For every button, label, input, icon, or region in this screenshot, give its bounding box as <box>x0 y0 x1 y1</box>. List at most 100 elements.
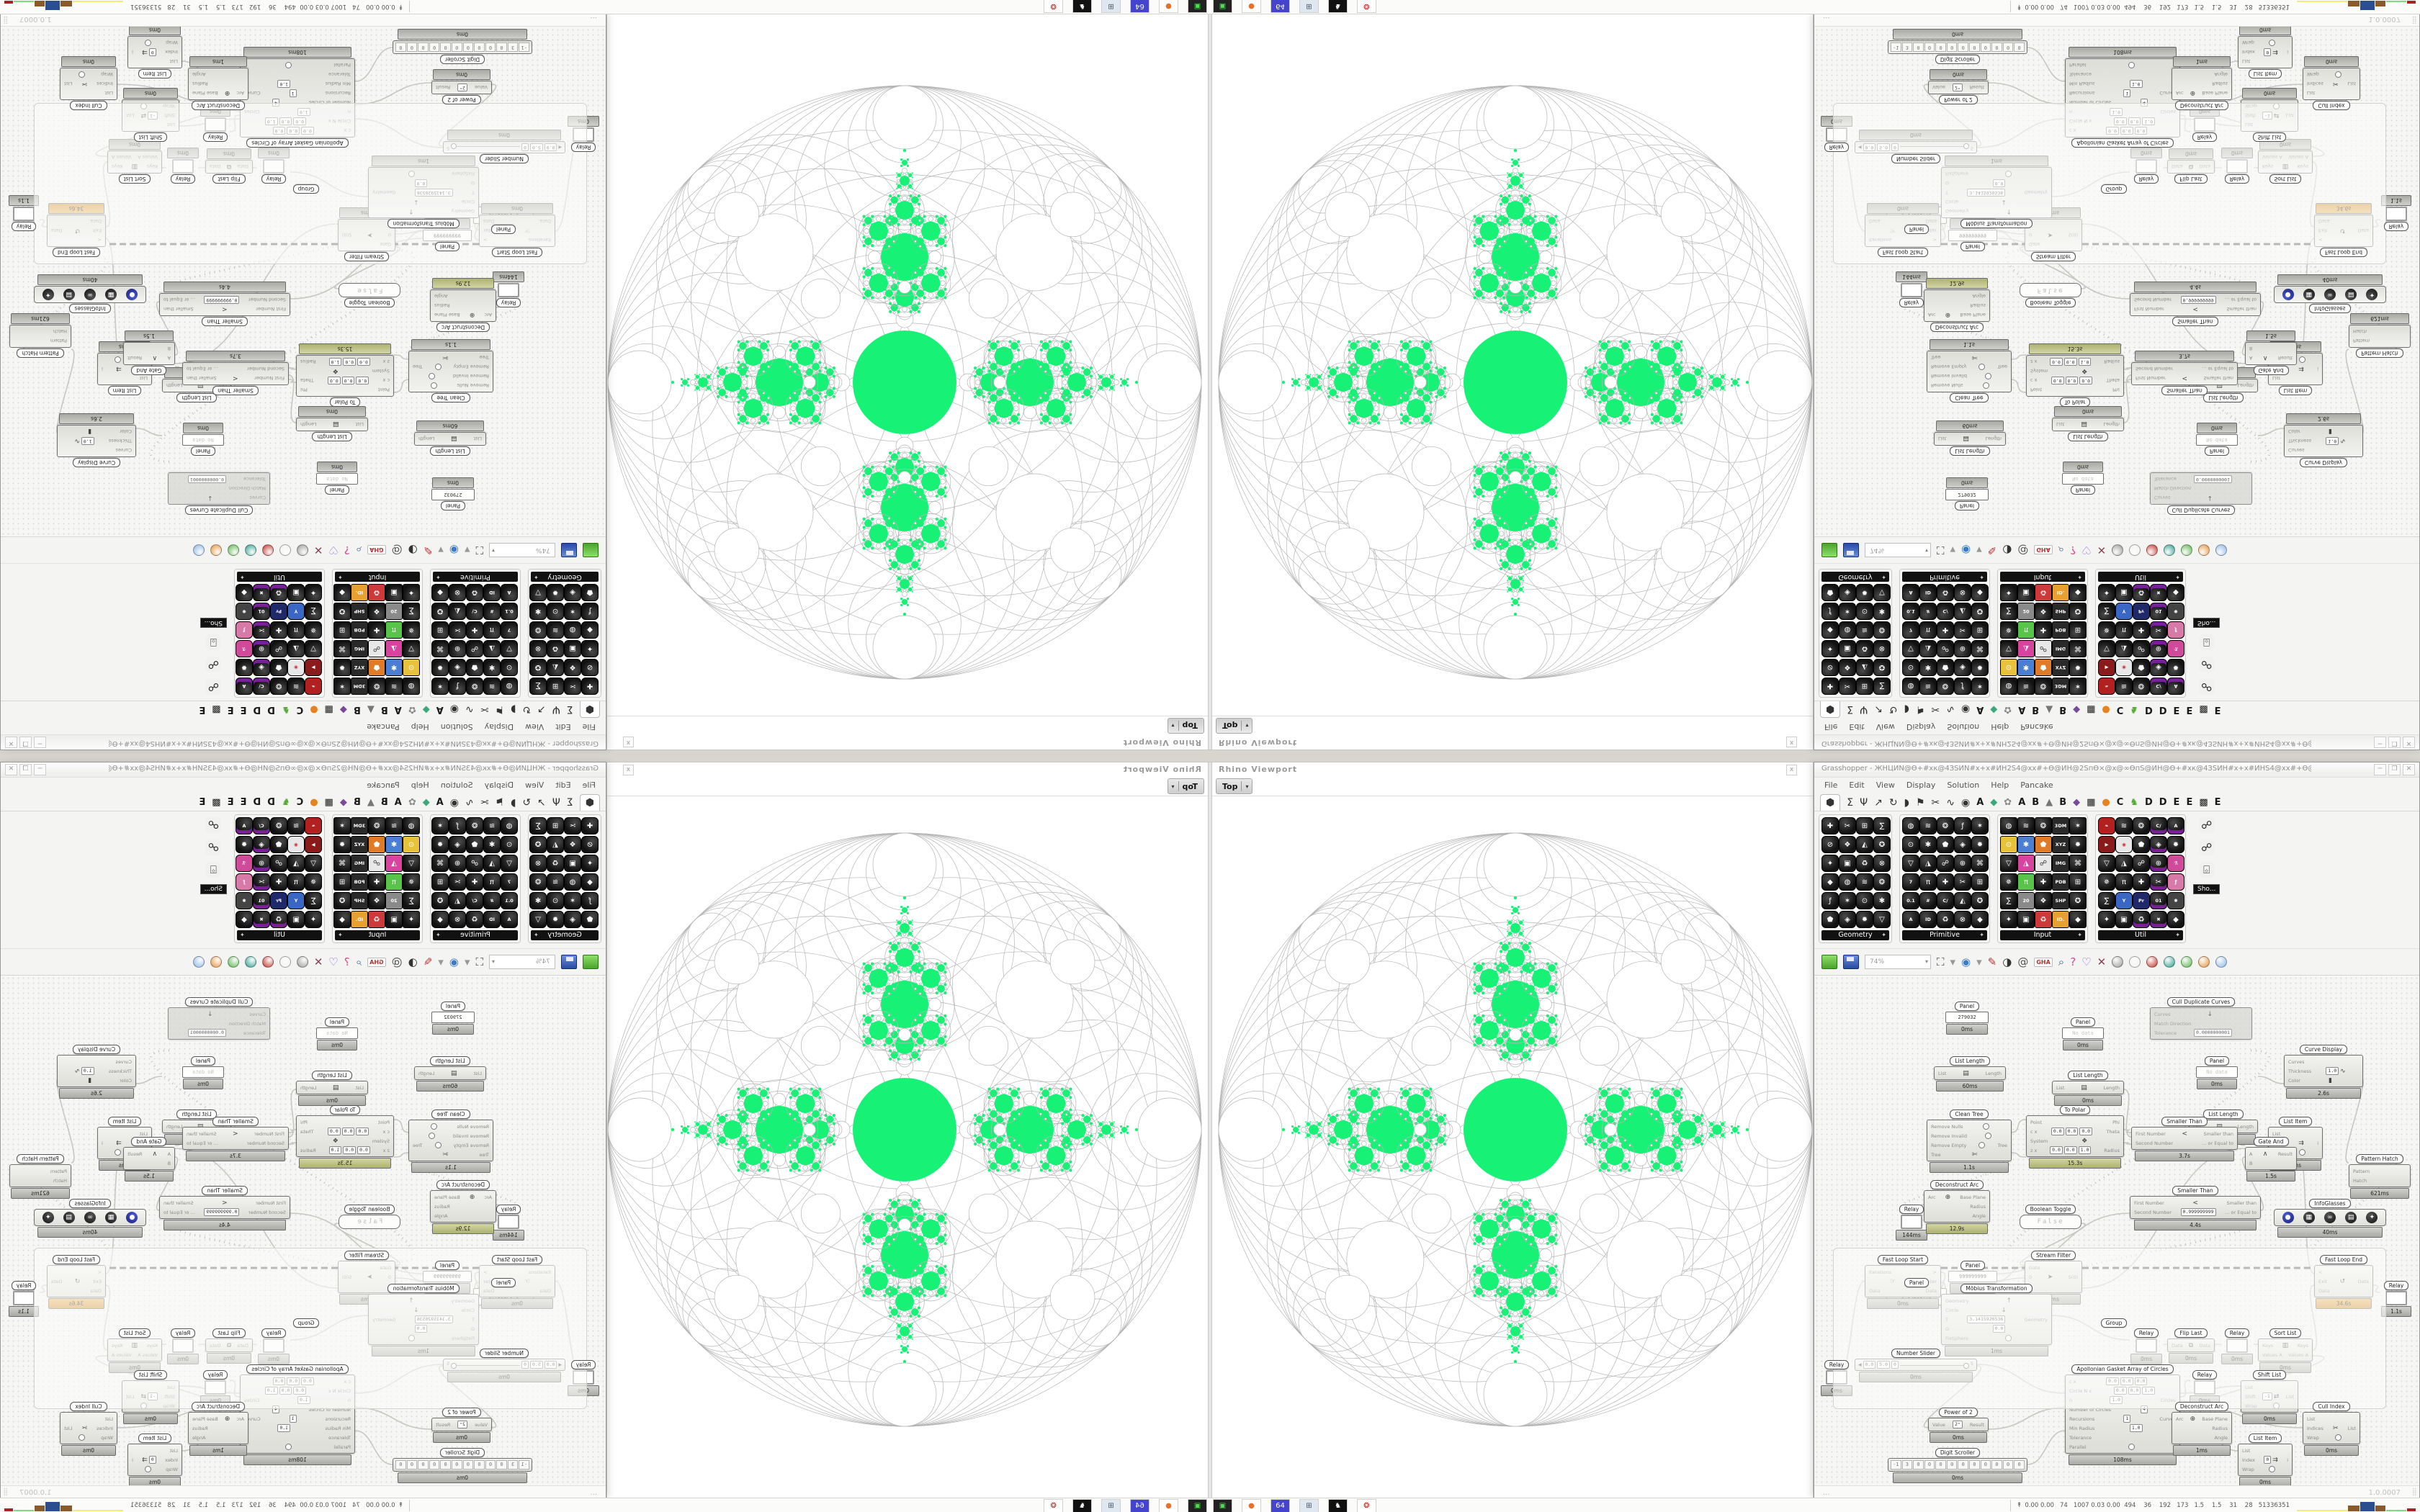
palette-icon[interactable]: ◍ <box>1839 873 1856 891</box>
tab-icon-4[interactable]: ↻ <box>522 797 532 809</box>
palette-icon[interactable]: ✂ <box>449 621 466 639</box>
digit-scroller-control[interactable]: -1 3 0 0 0 0 0 0 0 0 0 0 <box>393 1458 532 1472</box>
palette-icon[interactable]: ƒ <box>581 603 599 620</box>
taskbar-app-floppy-64[interactable]: 64 <box>1130 0 1150 13</box>
palette-icon[interactable]: ☍ <box>2035 640 2052 657</box>
taskbar-app-red-badge[interactable]: ❂ <box>1357 1499 1376 1512</box>
palette-icon[interactable]: ▽ <box>501 640 518 657</box>
palette-icon[interactable]: ✂ <box>564 817 581 834</box>
palette-icon[interactable]: ⬟ <box>466 659 483 676</box>
palette-icon[interactable]: C/ <box>1937 892 1954 909</box>
palette-icon[interactable]: ❖ <box>368 892 385 909</box>
group-box[interactable] <box>34 103 587 264</box>
tab-icon-9[interactable]: ◉ <box>1961 703 1971 715</box>
maximize-button[interactable]: ❒ <box>2388 764 2401 775</box>
gh-node-cull-duplicate-curves[interactable]: Cull Duplicate Curves Curves ↓ Match Direct… <box>168 472 270 515</box>
tab-plugin-14[interactable]: E <box>2173 797 2180 808</box>
tab-icon-9[interactable]: ◉ <box>449 703 459 715</box>
palette-icon[interactable]: ◮ <box>2017 640 2035 657</box>
palette-icon[interactable]: ◈ <box>2150 659 2167 676</box>
palette-icon[interactable]: ✹ <box>547 911 564 928</box>
tab-plugin-11[interactable]: ♞ <box>282 797 290 808</box>
menu-pancake[interactable]: Pancake <box>2020 780 2053 790</box>
gh-node-relay-144[interactable]: Relay 144ms <box>492 1205 525 1241</box>
palette-icon[interactable]: 20 <box>2017 603 2035 620</box>
palette-icon[interactable]: ⊕ <box>253 855 270 872</box>
tab-icon-7[interactable]: ✂ <box>480 703 489 715</box>
gh-node-clean-tree[interactable]: Clean Tree Remove Nulls Remove Invalid Remo… <box>1927 339 2012 402</box>
palette-icon[interactable]: ☍ <box>1937 640 1954 657</box>
palette-icon[interactable]: C/ <box>2150 678 2167 695</box>
toolbar-icon-b1[interactable]: ? <box>344 955 350 968</box>
palette-icon[interactable]: ✚ <box>1937 621 1954 639</box>
palette-icon[interactable]: π <box>483 621 501 639</box>
palette-icon[interactable]: ∑ <box>305 892 322 909</box>
infoglasses-icon-3[interactable]: ▤ <box>63 289 75 300</box>
gh-node-relay-144[interactable]: Relay 144ms <box>492 271 525 307</box>
palette-icon[interactable]: ≋ <box>1919 678 1937 695</box>
palette-icon[interactable]: ▣ <box>2017 911 2035 928</box>
toolbar-icon-0[interactable]: ⛶ <box>1937 544 1945 557</box>
palette-icon[interactable]: A <box>236 678 253 695</box>
palette-icon[interactable]: 7 <box>501 621 518 639</box>
palette-group-label[interactable]: Geometry ✦ <box>1821 930 1889 940</box>
palette-group-label[interactable]: Input ✦ <box>335 572 420 582</box>
gh-node-pattern-hatch[interactable]: Pattern Hatch Pattern Hatch 621ms <box>9 1154 71 1199</box>
tab-plugin-17[interactable]: E <box>2214 704 2221 715</box>
palette-icon[interactable]: PDB <box>351 621 368 639</box>
tab-plugin-5[interactable]: ▲ <box>367 797 375 808</box>
palette-icon[interactable]: ☍ <box>368 855 385 872</box>
palette-icon[interactable]: ⊕ <box>449 855 466 872</box>
palette-icon[interactable]: ∑ <box>403 603 420 620</box>
palette-icon[interactable]: ◍ <box>501 678 518 695</box>
palette-icon[interactable]: ◍ <box>501 817 518 834</box>
palette-icon[interactable]: ✱ <box>1919 659 1937 676</box>
palette-icon[interactable]: ✵ <box>2098 621 2115 639</box>
palette-icon[interactable]: IMG <box>351 855 368 872</box>
tab-plugin-11[interactable]: ♞ <box>2130 704 2138 715</box>
palette-icon[interactable]: 7 <box>1902 873 1919 891</box>
gh-node-group-label[interactable]: Group <box>292 1318 321 1328</box>
save-file-icon[interactable] <box>561 543 577 557</box>
tab-icon-1[interactable]: Σ <box>566 703 573 715</box>
gh-node-info-glasses[interactable]: InfoGlasses ● ▦ ∞ ▤ ✦ 40ms <box>2274 1199 2386 1238</box>
toolbar-icon-4[interactable]: ✎ <box>423 544 433 557</box>
palette-icon[interactable]: ◭ <box>547 836 564 853</box>
palette-icon[interactable]: ⚗ <box>2167 640 2184 657</box>
tab-icon-6[interactable]: ⚑ <box>1915 797 1925 809</box>
tab-icon-2[interactable]: Ψ <box>1860 703 1868 715</box>
tab-icon-6[interactable]: ⚑ <box>495 797 505 809</box>
palette-icon[interactable]: ✚ <box>2133 873 2150 891</box>
palette-icon[interactable]: ID <box>483 911 501 928</box>
display-mode-icon-3[interactable] <box>244 956 256 968</box>
gh-node-boolean-toggle[interactable]: Boolean Toggle False <box>339 283 400 307</box>
palette-icon[interactable]: ▽ <box>1873 584 1891 601</box>
gh-node-deconstruct-arc-2[interactable]: Deconstruct Arc Arc ⊕ Base Plane Radius Angle… <box>2172 56 2232 110</box>
palette-icon[interactable]: ≋ <box>2017 817 2035 834</box>
palette-icon[interactable]: ✺ <box>2167 603 2184 620</box>
palette-icon[interactable]: ▣ <box>385 911 403 928</box>
palette-side-icon-1[interactable]: ☍ <box>2198 657 2215 672</box>
palette-icon[interactable]: ◮ <box>2115 855 2133 872</box>
palette-icon[interactable]: ✪ <box>431 892 449 909</box>
taskbar-app-bw-app[interactable]: ♞ <box>1072 0 1092 13</box>
palette-icon[interactable]: ⊞ <box>1971 621 1989 639</box>
palette-icon[interactable]: ✺ <box>2167 892 2184 909</box>
palette-icon[interactable]: ◭ <box>547 659 564 676</box>
palette-icon[interactable]: ⬟ <box>270 659 287 676</box>
tab-plugin-13[interactable]: D <box>2159 797 2167 808</box>
palette-icon[interactable]: C/ <box>466 603 483 620</box>
tab-plugin-4[interactable]: B <box>380 797 388 808</box>
palette-icon[interactable]: ⊘ <box>581 836 599 853</box>
palette-icon[interactable]: ID <box>1919 911 1937 928</box>
gh-node-gate-and[interactable]: Gate And A ∧ Result B 1.5s <box>2245 330 2297 375</box>
palette-icon[interactable]: ⊘ <box>581 659 599 676</box>
palette-icon[interactable]: ◈ <box>1954 659 1971 676</box>
palette-icon[interactable]: ⊙ <box>1856 603 1873 620</box>
tab-icon-1[interactable]: Σ <box>1847 703 1854 715</box>
palette-icon[interactable]: ⊗ <box>449 584 466 601</box>
taskbar-app-bw-app[interactable]: ♞ <box>1328 0 1348 13</box>
palette-icon[interactable]: ✱ <box>1919 836 1937 853</box>
palette-icon[interactable]: ◮ <box>2115 640 2133 657</box>
palette-icon[interactable]: ▽ <box>305 855 322 872</box>
